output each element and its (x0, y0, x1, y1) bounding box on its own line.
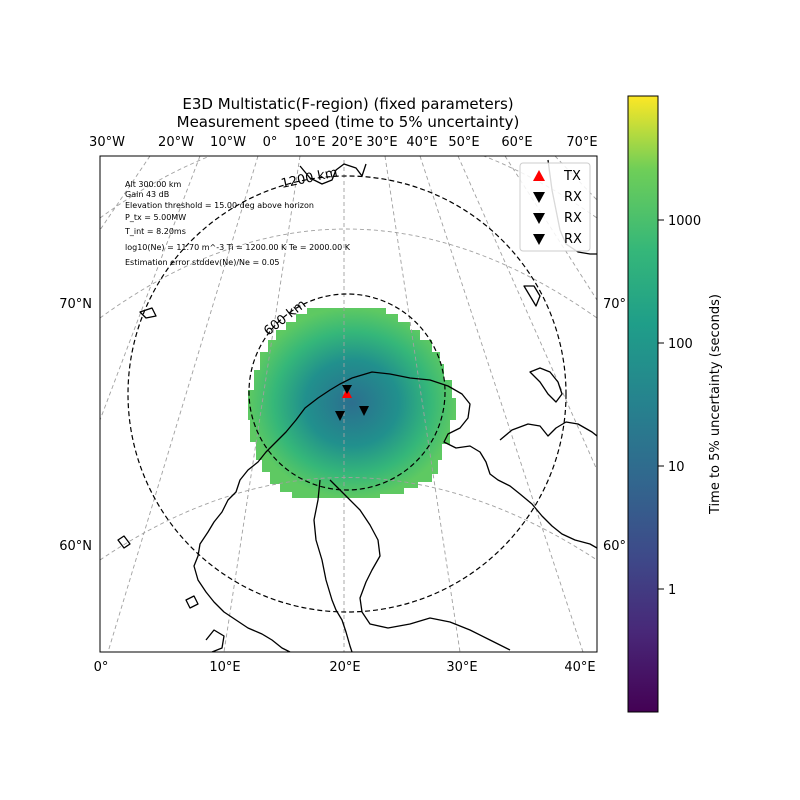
right-lat-label: 60° (603, 539, 626, 554)
left-lat-label: 70°N (59, 297, 92, 312)
info-altitude: Alt 300.00 km (125, 180, 182, 189)
legend: TX RX RX RX (520, 163, 590, 251)
top-lon-label: 0° (263, 135, 278, 150)
info-elevation: Elevation threshold = 15.00 deg above ho… (125, 201, 314, 210)
colorbar-tick: 10 (668, 460, 685, 475)
top-lon-label: 70°E (566, 135, 597, 150)
bottom-longitude-labels: 0° 10°E 20°E 30°E 40°E (94, 660, 596, 675)
colorbar-gradient (628, 96, 658, 712)
top-lon-label: 20°W (158, 135, 194, 150)
title-line-2: Measurement speed (time to 5% uncertaint… (177, 113, 520, 131)
colorbar-tick: 1 (668, 583, 676, 598)
map-panel: 1200 km 600 km Alt 300.00 km Gain 43 dB … (100, 129, 597, 652)
colorbar-tick: 100 (668, 337, 693, 352)
top-lon-label: 60°E (501, 135, 532, 150)
colorbar-tick: 1000 (668, 214, 701, 229)
info-plasma: log10(Ne) = 11.70 m^-3 Ti = 1200.00 K Te… (125, 243, 351, 252)
top-lon-label: 10°W (210, 135, 246, 150)
info-ptx: P_tx = 5.00MW (125, 213, 186, 222)
top-lon-label: 30°W (89, 135, 125, 150)
info-gain: Gain 43 dB (125, 190, 169, 199)
colorbar: 1000 100 10 1 Time to 5% uncertainty (se… (628, 96, 723, 712)
legend-rx-label: RX (564, 211, 582, 226)
top-longitude-labels: 30°W 20°W 10°W 0° 10°E 20°E 30°E 40°E 50… (89, 135, 598, 150)
bottom-lon-label: 40°E (564, 660, 595, 675)
title-line-1: E3D Multistatic(F-region) (fixed paramet… (182, 95, 513, 113)
top-lon-label: 10°E (294, 135, 325, 150)
top-lon-label: 20°E (331, 135, 362, 150)
bottom-lon-label: 10°E (209, 660, 240, 675)
info-tint: T_int = 8.20ms (124, 227, 186, 236)
legend-rx-label: RX (564, 190, 582, 205)
legend-tx-label: TX (563, 169, 581, 184)
bottom-lon-label: 0° (94, 660, 109, 675)
bottom-lon-label: 20°E (329, 660, 360, 675)
right-lat-label: 70° (603, 297, 626, 312)
top-lon-label: 40°E (406, 135, 437, 150)
top-lon-label: 50°E (448, 135, 479, 150)
left-lat-label: 60°N (59, 539, 92, 554)
colorbar-label: Time to 5% uncertainty (seconds) (708, 294, 723, 515)
top-lon-label: 30°E (366, 135, 397, 150)
bottom-lon-label: 30°E (446, 660, 477, 675)
legend-rx-label: RX (564, 232, 582, 247)
info-error: Estimation error stddev(Ne)/Ne = 0.05 (125, 258, 280, 267)
